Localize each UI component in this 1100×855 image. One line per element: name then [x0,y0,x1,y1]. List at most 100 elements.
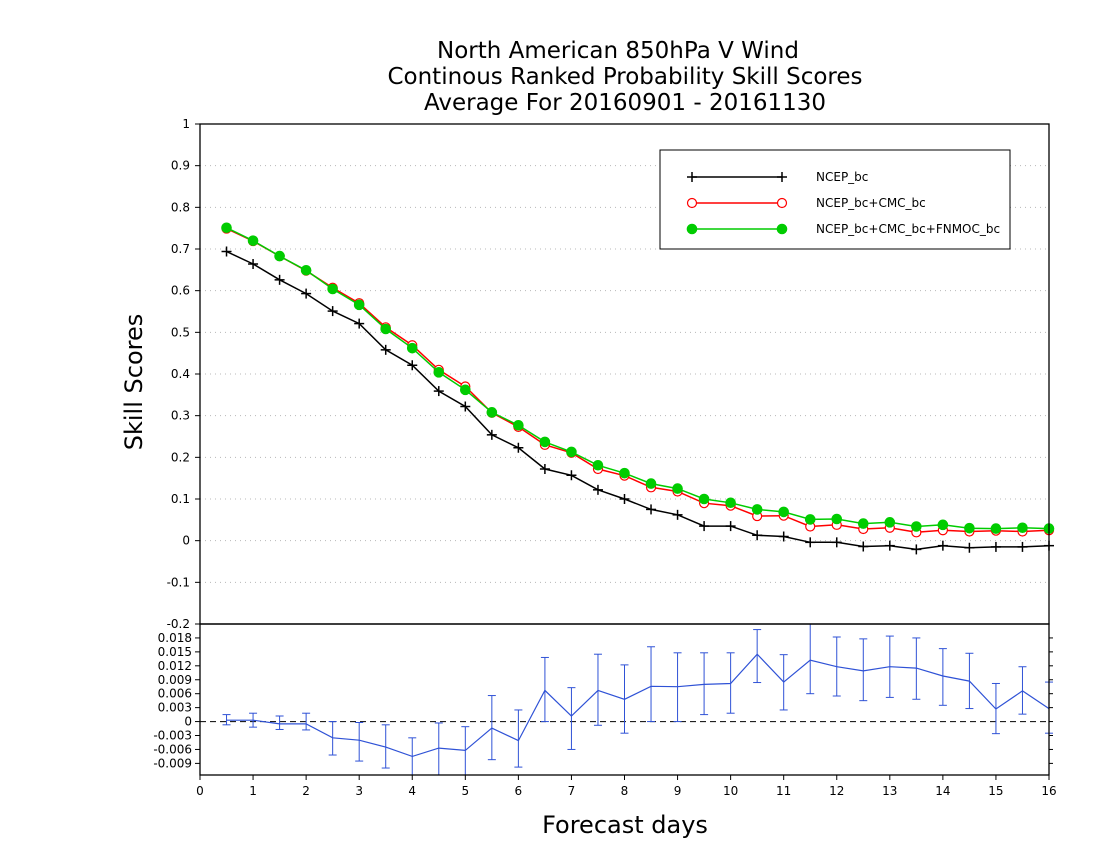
data-point-plus [911,544,922,555]
data-point-filled-circle [778,506,789,518]
series-0 [221,246,1054,555]
x-tick-label: 12 [829,784,844,798]
data-point-filled-circle [725,497,736,509]
data-point-plus [752,530,763,541]
diff-y-tick-label: -0.009 [153,756,192,770]
data-point-filled-circle [964,522,975,534]
chart-title: North American 850hPa V Wind Continous R… [387,38,862,116]
data-point-filled-circle [645,478,657,489]
data-point-filled-circle [513,419,524,431]
diff-y-tick-label: -0.003 [153,729,192,743]
x-tick-label: 16 [1041,784,1056,798]
data-point-filled-circle [990,523,1002,534]
data-point-plus [964,542,975,553]
data-point-plus [539,464,550,474]
y-tick-label: 0.7 [171,242,190,256]
data-point-filled-circle [831,513,843,525]
data-point-plus [937,540,948,551]
x-tick-label: 0 [196,784,204,798]
error-bar [593,653,602,726]
x-tick-label: 5 [461,784,469,798]
data-point-plus [884,540,895,551]
data-point-plus [327,306,338,317]
data-point-filled-circle [433,367,445,378]
y-axis-ticks: 1 0.9 0.8 0.7 0.6 0.5 0.4 0.3 0.2 0.1 0 -0.1 -0.2 [167,117,200,631]
error-bar [700,652,709,716]
series-2 [221,222,1055,534]
data-point-plus [1017,541,1028,552]
x-tick-label: 1 [249,784,257,798]
data-point-plus [433,386,444,397]
series-line [226,250,1050,551]
y-tick-label: 0.1 [171,492,190,506]
data-point-filled-circle [247,235,259,246]
data-point-filled-circle [698,493,710,505]
series-line [226,227,1050,530]
legend-entry-1: NCEP_bc+CMC_bc [686,196,926,210]
data-point-plus [592,484,603,495]
difference-y-axis-ticks: 0.0180.0150.0120.0090.0060.0030-0.003-0.… [153,631,1053,770]
data-point-filled-circle [274,250,285,262]
data-point-plus [460,401,471,412]
data-point-open-circle [686,197,698,209]
title-line-1: North American 850hPa V Wind [437,38,799,64]
data-point-filled-circle [672,483,683,494]
y-tick-label: 0.2 [171,450,190,464]
data-point-plus [248,259,259,269]
data-point-plus [274,274,285,285]
error-bar [540,656,549,723]
x-tick-label: 3 [355,784,363,798]
x-axis-ticks: 0 1 2 3 4 5 6 7 8 9 10 11 12 13 14 15 16 [196,775,1057,798]
data-point-filled-circle [380,323,392,335]
data-point-plus [672,509,683,520]
y-tick-label: 0.6 [171,284,190,298]
x-tick-label: 13 [882,784,897,798]
diff-series-line [226,653,1050,758]
data-point-plus [513,442,524,453]
data-point-plus [687,172,697,182]
error-bar [647,646,656,723]
diff-y-tick-label: 0.003 [158,701,192,715]
diff-y-tick-label: 0.009 [158,673,192,687]
main-series-layer [221,222,1055,555]
x-tick-label: 9 [674,784,682,798]
series-1 [221,223,1055,538]
error-bar [381,724,390,769]
data-point-filled-circle [776,223,788,235]
error-bar [275,715,284,730]
data-point-plus [646,504,657,515]
diff-y-tick-label: 0.006 [158,687,192,701]
y-tick-label: -0.1 [167,575,190,589]
y-tick-label: 1 [182,117,190,131]
data-point-filled-circle [566,446,577,458]
title-line-2: Continous Ranked Probability Skill Score… [387,64,862,90]
data-point-filled-circle [539,436,551,448]
error-bar [938,648,947,706]
legend-label: NCEP_bc+CMC_bc [816,196,926,210]
y-tick-label: 0.9 [171,159,190,173]
legend-label: NCEP_bc [816,170,868,184]
x-tick-label: 14 [935,784,950,798]
diff-y-tick-label: -0.006 [153,742,192,756]
diff-y-tick-label: 0.015 [158,645,192,659]
error-bar [302,712,311,731]
x-tick-label: 11 [776,784,791,798]
data-point-filled-circle [937,519,949,531]
x-tick-label: 4 [408,784,416,798]
error-bar [355,721,364,762]
data-point-plus [990,541,1001,552]
data-point-plus [858,541,869,552]
title-line-3: Average For 20160901 - 20161130 [424,90,826,116]
data-point-plus [725,521,736,532]
y-tick-label: 0.5 [171,325,190,339]
series-line [226,227,1050,534]
x-tick-label: 2 [302,784,310,798]
data-point-filled-circle [619,467,630,479]
data-point-filled-circle [686,223,698,235]
data-point-filled-circle [804,514,816,525]
diff-y-tick-label: 0.012 [158,659,192,673]
x-tick-label: 15 [988,784,1003,798]
data-point-plus [486,429,497,440]
data-point-filled-circle [884,517,896,528]
y-tick-label: 0 [182,534,190,548]
